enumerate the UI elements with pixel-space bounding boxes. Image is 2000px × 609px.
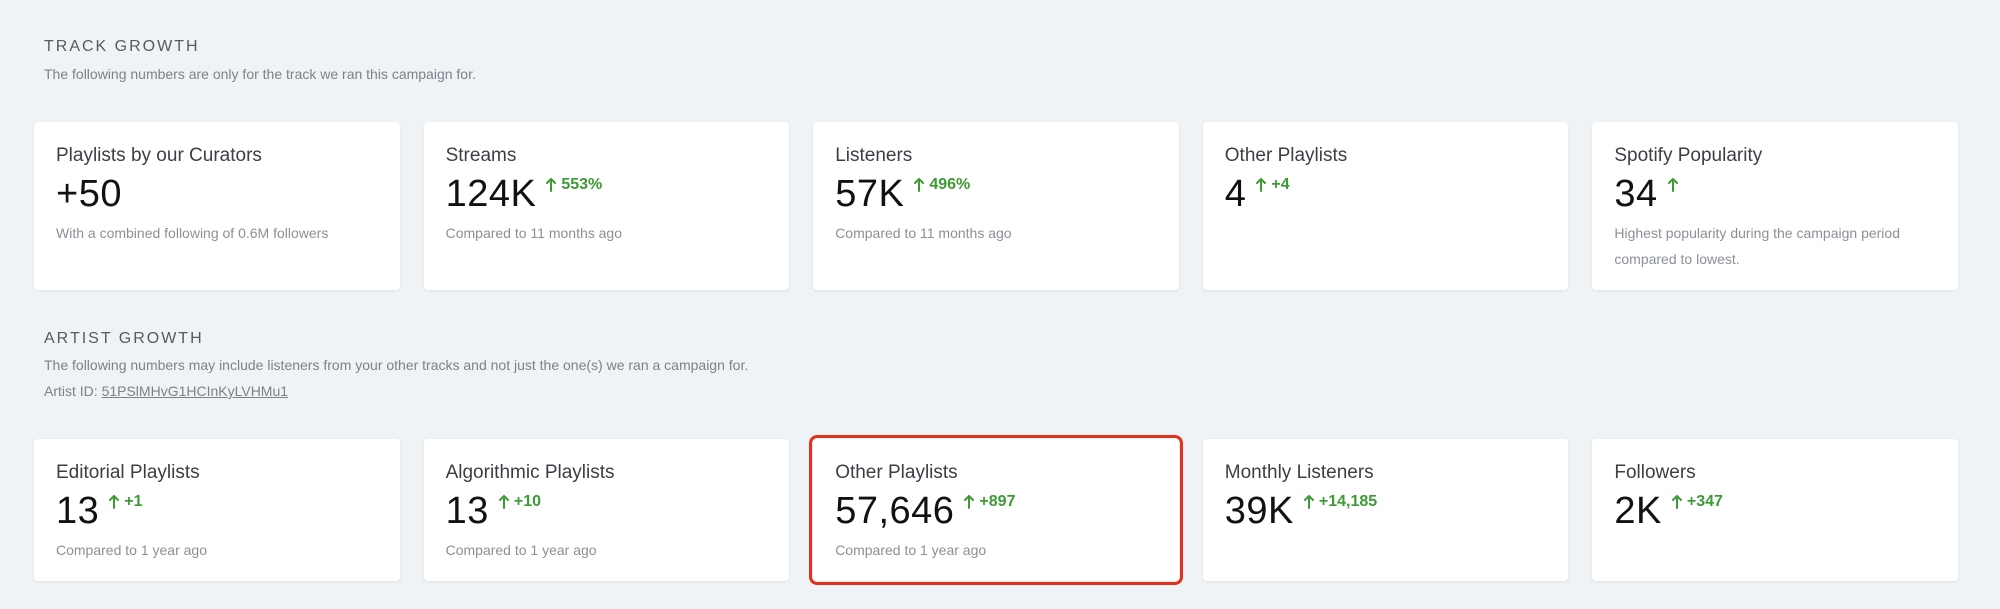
stat-card-label: Listeners — [835, 145, 913, 166]
stat-value-line: 57K 496% — [835, 172, 1157, 216]
stat-value-line: 13 +10 — [446, 489, 768, 533]
stat-delta: +347 — [1671, 493, 1723, 511]
up-arrow-icon — [1667, 178, 1678, 192]
up-arrow-icon — [498, 495, 509, 509]
stat-delta: +4 — [1256, 176, 1290, 194]
stat-card-curator-playlists: Playlists by our Curators +50 With a com… — [34, 122, 400, 290]
stat-value-line: 2K +347 — [1614, 489, 1936, 533]
stat-value-line: +50 — [56, 172, 378, 216]
up-arrow-icon — [914, 178, 925, 192]
artist-id-line: Artist ID: 51PSlMHvG1HCInKyLVHMu1 — [44, 383, 288, 399]
stat-card-value: 13 — [56, 490, 100, 532]
stat-card-label: Editorial Playlists — [56, 462, 200, 483]
stat-card-value: +50 — [56, 173, 122, 215]
stat-delta-value: +10 — [513, 493, 542, 510]
stat-delta-value: 496% — [929, 176, 971, 193]
stat-delta-value: +347 — [1686, 493, 1723, 510]
up-arrow-icon — [1303, 495, 1314, 509]
stat-delta-value: +897 — [979, 493, 1016, 510]
stat-card-note: With a combined following of 0.6M follow… — [56, 225, 329, 241]
up-arrow-icon — [964, 495, 975, 509]
stat-card-label: Algorithmic Playlists — [445, 462, 615, 483]
stat-card-value: 2K — [1614, 490, 1662, 532]
artist-growth-cards: Editorial Playlists 13 +1 Compared to 1 … — [34, 435, 1958, 585]
stat-card-note: Compared to 11 months ago — [835, 225, 1012, 241]
stat-delta: 496% — [914, 176, 970, 194]
stat-delta: +14,185 — [1303, 493, 1378, 511]
artist-id-label: Artist ID: — [44, 383, 102, 399]
stat-card-value: 13 — [445, 490, 489, 532]
stat-value-line: 4 +4 — [1225, 172, 1547, 216]
stat-card-note: Highest popularity during the campaign p… — [1614, 225, 1900, 267]
stat-delta: +897 — [964, 493, 1015, 511]
stat-delta — [1667, 178, 1683, 192]
stat-card-streams: Streams 124K 553% Compared to 11 months … — [423, 122, 790, 290]
stat-card-other-playlists-artist: Other Playlists 57,646 +897 Compared to … — [809, 435, 1183, 585]
stat-card-monthly-listeners: Monthly Listeners 39K +14,185 — [1202, 439, 1569, 581]
stat-card-note: Compared to 1 year ago — [445, 542, 597, 558]
stat-card-value: 4 — [1224, 173, 1247, 215]
stat-card-label: Playlists by our Curators — [56, 145, 262, 166]
stat-delta: +1 — [109, 493, 143, 511]
stat-card-other-playlists-track: Other Playlists 4 +4 — [1202, 122, 1569, 290]
artist-growth-title: ARTIST GROWTH — [44, 330, 204, 347]
stat-card-spotify-popularity: Spotify Popularity 34 Highest popularity… — [1592, 122, 1958, 290]
stat-card-note: Compared to 11 months ago — [445, 225, 622, 241]
stat-card-label: Other Playlists — [1224, 145, 1348, 166]
stat-card-value: 39K — [1224, 490, 1294, 532]
up-arrow-icon — [1256, 178, 1267, 192]
stat-value-line: 57,646 +897 — [835, 489, 1157, 533]
stat-card-value: 124K — [445, 173, 537, 215]
stat-card-note: Compared to 1 year ago — [835, 542, 987, 558]
stat-delta-value: +4 — [1271, 176, 1290, 193]
stat-delta-value: 553% — [561, 176, 603, 193]
stat-delta-value: +14,185 — [1318, 493, 1378, 510]
stat-card-label: Streams — [445, 145, 517, 166]
stat-value-line: 13 +1 — [56, 489, 378, 533]
stat-card-listeners: Listeners 57K 496% Compared to 11 months… — [813, 122, 1179, 290]
track-growth-subtitle: The following numbers are only for the t… — [44, 66, 476, 82]
up-arrow-icon — [109, 495, 120, 509]
stat-delta-value: +1 — [124, 493, 143, 510]
stat-card-value: 34 — [1614, 173, 1658, 215]
stat-card-label: Other Playlists — [835, 462, 958, 483]
up-arrow-icon — [1671, 495, 1682, 509]
stat-value-line: 34 — [1614, 172, 1936, 216]
up-arrow-icon — [546, 178, 557, 192]
stat-card-note: Compared to 1 year ago — [56, 542, 207, 558]
track-growth-cards: Playlists by our Curators +50 With a com… — [34, 122, 1958, 290]
stat-card-label: Spotify Popularity — [1614, 145, 1763, 166]
stat-card-value: 57K — [835, 173, 905, 215]
stat-card-value: 57,646 — [835, 490, 955, 532]
stat-delta: 553% — [546, 176, 602, 194]
stat-card-algorithmic-playlists: Algorithmic Playlists 13 +10 Compared to… — [423, 439, 790, 581]
stat-value-line: 39K +14,185 — [1225, 489, 1547, 533]
stat-card-label: Monthly Listeners — [1224, 462, 1374, 483]
stat-card-editorial-playlists: Editorial Playlists 13 +1 Compared to 1 … — [34, 439, 400, 581]
artist-growth-subtitle: The following numbers may include listen… — [44, 357, 749, 373]
stat-delta: +10 — [498, 493, 542, 511]
stat-card-followers: Followers 2K +347 — [1592, 439, 1958, 581]
stat-value-line: 124K 553% — [446, 172, 768, 216]
artist-id-link[interactable]: 51PSlMHvG1HCInKyLVHMu1 — [101, 383, 289, 399]
track-growth-title: TRACK GROWTH — [44, 38, 200, 55]
stat-card-label: Followers — [1614, 462, 1696, 483]
